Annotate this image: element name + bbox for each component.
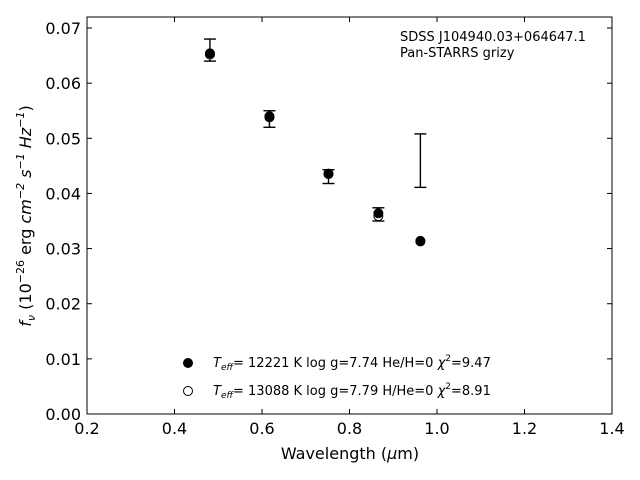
y-tick-label: 0.07 xyxy=(45,19,81,38)
filled-circle-point xyxy=(415,235,426,246)
filled-circle-point xyxy=(204,48,215,59)
legend: Teff= 12221 K log g=7.74 He/H=0 χ2=9.47 … xyxy=(183,354,491,401)
x-tick-label: 0.8 xyxy=(337,419,362,438)
x-axis-title: Wavelength (μm) xyxy=(281,444,419,463)
y-tick-label: 0.04 xyxy=(45,184,81,203)
x-tick-label: 0.2 xyxy=(74,419,99,438)
legend-marker-filled xyxy=(183,358,193,368)
x-tick-label: 0.6 xyxy=(249,419,274,438)
legend-entry-2: Teff= 13088 K log g=7.79 H/He=0 χ2=8.91 xyxy=(213,382,491,401)
x-tick-label: 1.2 xyxy=(512,419,537,438)
y-axis-ticks: 0.00 0.01 0.02 0.03 0.04 0.05 0.06 0.07 xyxy=(45,19,612,424)
filled-circle-point xyxy=(264,111,275,122)
filled-circle-point xyxy=(373,208,384,219)
x-tick-label: 1.0 xyxy=(424,419,449,438)
y-tick-label: 0.06 xyxy=(45,74,81,93)
x-axis-ticks: 0.2 0.4 0.6 0.8 1.0 1.2 1.4 xyxy=(74,17,625,438)
annotation-line-2: Pan-STARRS grizy xyxy=(400,46,515,61)
x-tick-label: 1.4 xyxy=(599,419,624,438)
y-axis-title: fν (10−26 erg cm−2 s−1 Hz−1) xyxy=(14,105,38,326)
y-tick-label: 0.01 xyxy=(45,350,81,369)
data-markers xyxy=(204,48,426,247)
legend-marker-open xyxy=(183,386,193,396)
x-tick-label: 0.4 xyxy=(162,419,187,438)
legend-entry-1: Teff= 12221 K log g=7.74 He/H=0 χ2=9.47 xyxy=(213,354,491,373)
y-tick-label: 0.00 xyxy=(45,405,81,424)
y-tick-label: 0.03 xyxy=(45,240,81,259)
y-tick-label: 0.02 xyxy=(45,295,81,314)
filled-circle-point xyxy=(323,168,334,179)
y-tick-label: 0.05 xyxy=(45,129,81,148)
annotation-line-1: SDSS J104940.03+064647.1 xyxy=(400,30,586,45)
